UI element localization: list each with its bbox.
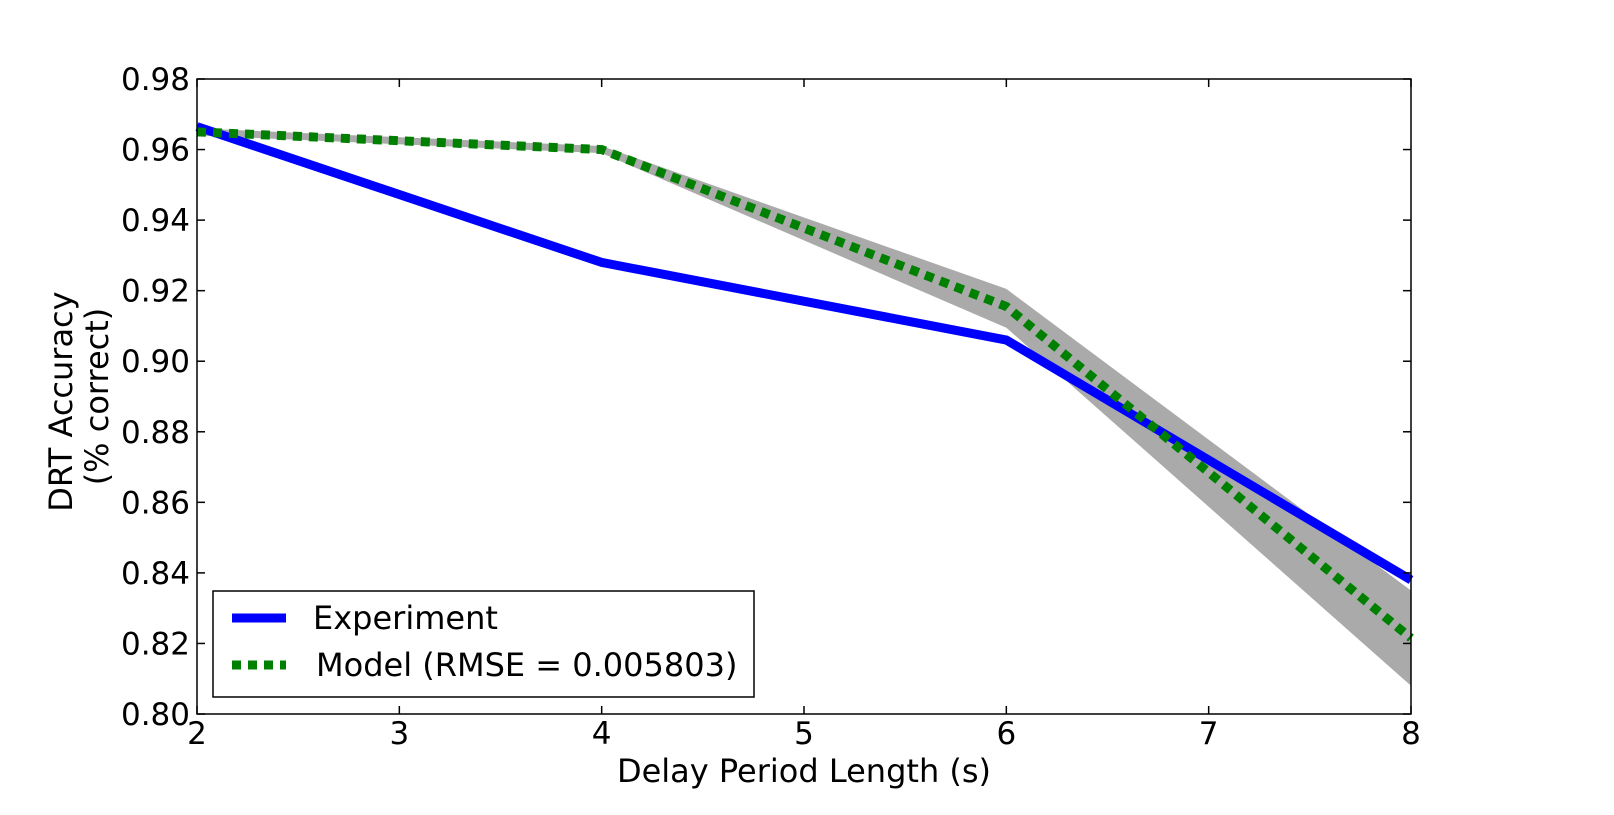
x-tick-label: 6 (996, 716, 1016, 752)
x-tick-label: 7 (1199, 716, 1219, 752)
x-tick-label: 4 (592, 716, 612, 752)
y-tick-label: 0.90 (121, 344, 190, 380)
legend-label-model: Model (RMSE = 0.005803) (316, 646, 737, 684)
y-tick-label: 0.82 (121, 626, 190, 662)
legend: Experiment Model (RMSE = 0.005803) (212, 590, 755, 698)
y-tick-label: 0.92 (121, 274, 190, 310)
legend-label-experiment: Experiment (313, 599, 498, 637)
y-tick-label: 0.94 (121, 203, 190, 239)
y-tick-label: 0.98 (121, 62, 190, 98)
x-tick-label: 2 (187, 716, 207, 752)
model-line (196, 127, 1414, 642)
y-tick-label: 0.80 (121, 697, 190, 733)
y-tick-label: 0.86 (121, 485, 190, 521)
y-tick-label: 0.88 (121, 415, 190, 451)
experiment-line (195, 122, 1414, 584)
x-tick-label: 8 (1401, 716, 1421, 752)
x-tick-label: 3 (389, 716, 409, 752)
y-tick-label: 0.96 (121, 133, 190, 169)
y-axis-title-line-1: DRT Accuracy (42, 291, 80, 511)
y-axis-title: DRT Accuracy (% correct) (42, 281, 116, 512)
y-tick-label: 0.84 (121, 556, 190, 592)
y-axis-title-line-2: (% correct) (78, 308, 116, 486)
x-axis-title: Delay Period Length (s) (617, 752, 991, 790)
model-confidence-band (197, 128, 1411, 686)
x-tick-label: 5 (794, 716, 814, 752)
legend-box (212, 590, 755, 698)
